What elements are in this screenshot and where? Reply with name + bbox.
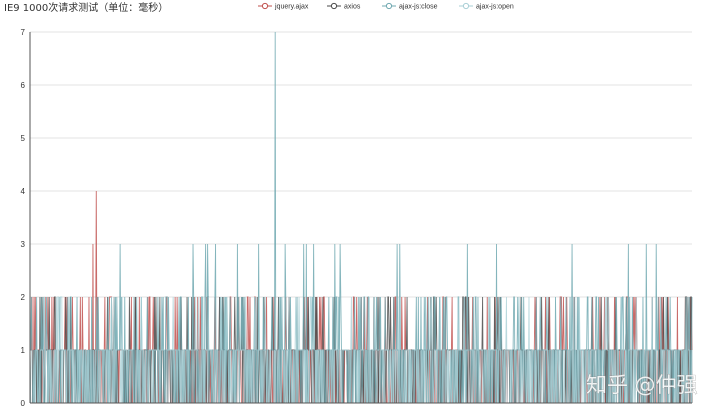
y-axis-ticks: 0 1 2 3 4 5 6 7 [21, 28, 26, 408]
chart-title: IE9 1000次请求测试（单位：毫秒） [4, 1, 168, 14]
y-tick-label: 1 [21, 346, 26, 355]
legend-marker [462, 2, 470, 10]
legend-item: ajax-js:close [382, 2, 438, 11]
legend-item: axios [327, 2, 361, 11]
y-tick-label: 5 [21, 134, 26, 143]
y-tick-label: 3 [21, 240, 26, 249]
legend-marker [261, 2, 269, 10]
y-tick-label: 0 [21, 399, 26, 408]
axes [29, 32, 692, 404]
y-tick-label: 6 [21, 81, 26, 90]
y-tick-label: 2 [21, 293, 26, 302]
legend-marker [385, 2, 393, 10]
legend-item: jquery.ajax [258, 2, 309, 11]
legend: jquery.ajax axios ajax-js:close ajax-js:ope… [258, 2, 514, 11]
y-tick-label: 7 [21, 28, 26, 37]
legend-marker [330, 2, 338, 10]
legend-label: jquery.ajax [274, 4, 309, 11]
legend-item: ajax-js:open [459, 2, 514, 11]
y-tick-label: 4 [21, 187, 26, 196]
plot-area [29, 31, 693, 404]
legend-label: ajax-js:close [399, 4, 438, 11]
legend-label: ajax-js:open [476, 4, 514, 11]
legend-label: axios [344, 4, 361, 11]
watermark: 知乎 @仲强 [586, 373, 698, 397]
